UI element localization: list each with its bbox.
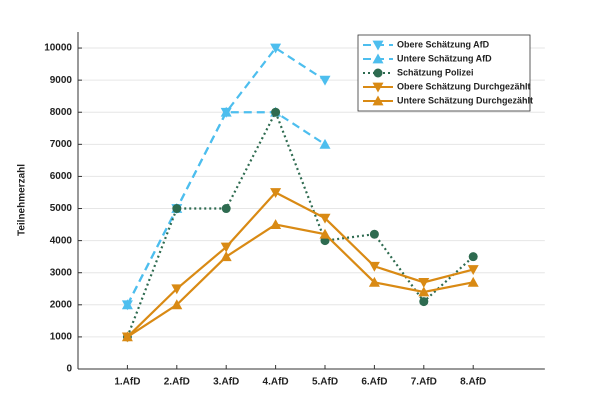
y-tick-label: 5000 xyxy=(50,203,73,214)
y-tick-label: 2000 xyxy=(50,299,73,310)
marker xyxy=(418,286,430,297)
marker xyxy=(368,276,380,287)
x-tick-label: 5.AfD xyxy=(312,377,338,388)
marker xyxy=(372,53,384,64)
marker xyxy=(372,40,384,51)
x-tick-label: 8.AfD xyxy=(460,377,486,388)
x-tick-label: 4.AfD xyxy=(263,377,289,388)
marker xyxy=(369,229,379,239)
y-tick-label: 8000 xyxy=(50,107,73,118)
marker xyxy=(467,276,479,287)
series-line xyxy=(126,109,474,338)
marker xyxy=(467,265,479,276)
marker xyxy=(319,228,331,239)
y-tick-label: 7000 xyxy=(50,139,73,150)
y-tick-label: 1000 xyxy=(50,332,73,343)
legend-box xyxy=(357,34,531,112)
marker xyxy=(221,204,231,214)
marker xyxy=(121,331,133,342)
marker xyxy=(372,95,384,106)
marker xyxy=(319,213,331,224)
marker xyxy=(319,75,331,86)
marker xyxy=(418,277,430,288)
marker xyxy=(270,188,282,198)
marker xyxy=(271,107,281,117)
marker xyxy=(319,138,331,149)
marker xyxy=(171,284,183,295)
series-line xyxy=(126,111,326,306)
x-tick-label: 1.AfD xyxy=(114,377,140,388)
x-tick-label: 3.AfD xyxy=(213,377,239,388)
legend-label: Obere Schätzung Durchgezählt xyxy=(397,81,531,91)
y-tick-label: 9000 xyxy=(50,75,73,86)
y-tick-label: 4000 xyxy=(50,235,73,246)
y-tick-label: 3000 xyxy=(50,267,73,278)
legend-label: Untere Schätzung AfD xyxy=(397,53,492,63)
marker xyxy=(368,261,380,272)
marker xyxy=(419,297,429,307)
legend-label: Untere Schätzung Durchgezählt xyxy=(397,95,533,105)
y-tick-label: 0 xyxy=(66,364,72,375)
marker xyxy=(172,204,182,214)
series-line xyxy=(126,191,474,338)
legend-label: Obere Schätzung AfD xyxy=(397,39,490,49)
marker xyxy=(372,82,384,93)
legend-label: Schätzung Polizei xyxy=(397,67,474,77)
x-tick-label: 7.AfD xyxy=(411,377,437,388)
marker xyxy=(220,242,232,253)
marker xyxy=(220,251,232,262)
marker xyxy=(468,252,478,262)
y-axis-label: Teilnehmerzahl xyxy=(17,164,28,236)
marker xyxy=(220,106,232,117)
x-tick-label: 2.AfD xyxy=(164,377,190,388)
marker xyxy=(270,219,282,229)
y-tick-label: 10000 xyxy=(44,43,72,54)
series-line xyxy=(126,223,474,338)
marker xyxy=(171,299,183,310)
x-tick-label: 6.AfD xyxy=(361,377,387,388)
marker xyxy=(270,43,282,54)
legend: Obere Schätzung AfD Untere Schätzung AfD S… xyxy=(357,34,533,112)
marker xyxy=(373,68,383,78)
y-tick-label: 6000 xyxy=(50,171,73,182)
marker xyxy=(121,299,133,310)
